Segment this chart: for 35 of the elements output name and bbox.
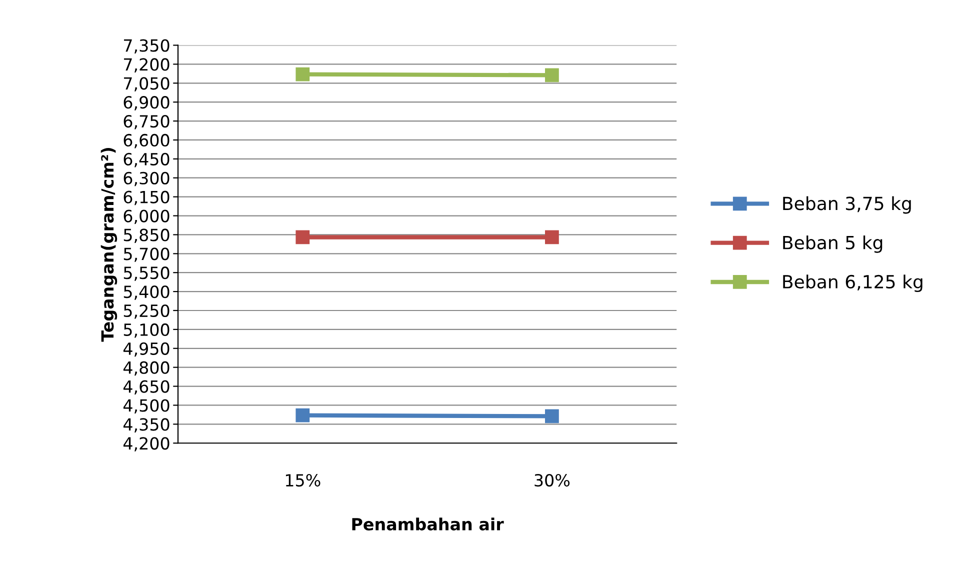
y-tick-label: 6,600 — [124, 134, 170, 148]
y-tick-label: 4,950 — [123, 342, 170, 357]
y-tick-label: 6,000 — [124, 210, 170, 224]
y-tick-label: 5,100 — [124, 323, 170, 338]
x-tick-label: 30% — [534, 474, 570, 487]
point — [296, 408, 310, 422]
legend-label: Beban 5 kg — [783, 235, 882, 253]
legend-label: Beban 6,125 kg — [783, 274, 922, 292]
point — [296, 67, 310, 82]
x-tick-label: 15% — [286, 474, 320, 487]
y-tick-label: 6,900 — [124, 96, 170, 110]
y-tick-label: 4,500 — [123, 399, 170, 414]
point — [296, 230, 310, 244]
y-tick-label: 5,700 — [124, 248, 170, 262]
point — [545, 409, 559, 424]
point — [545, 230, 559, 244]
y-tick-label: 7,050 — [124, 77, 170, 92]
y-tick-label: 4,650 — [123, 380, 170, 395]
y-tick-label: 7,200 — [124, 58, 170, 72]
point — [545, 68, 559, 82]
y-axis-title: Tegangan(gram/cm²) — [100, 148, 118, 342]
y-tick-label: 4,800 — [123, 361, 170, 376]
y-tick-label: 5,400 — [124, 286, 170, 300]
y-tick-label: 4,200 — [123, 437, 170, 452]
y-tick-label: 6,750 — [124, 114, 170, 130]
y-tick-label: 7,350 — [124, 39, 170, 54]
y-tick-label: 6,150 — [124, 190, 170, 206]
y-tick-label: 6,450 — [124, 152, 170, 168]
y-tick-label: 5,850 — [124, 228, 170, 243]
x-axis-title: Penambahan air — [352, 518, 504, 530]
y-tick-label: 5,250 — [124, 304, 170, 319]
y-tick-label: 5,550 — [124, 266, 170, 281]
y-tick-label: 4,350 — [123, 418, 170, 432]
legend-label: Beban 3,75 kg — [783, 196, 911, 214]
y-tick-label: 6,300 — [124, 172, 170, 186]
